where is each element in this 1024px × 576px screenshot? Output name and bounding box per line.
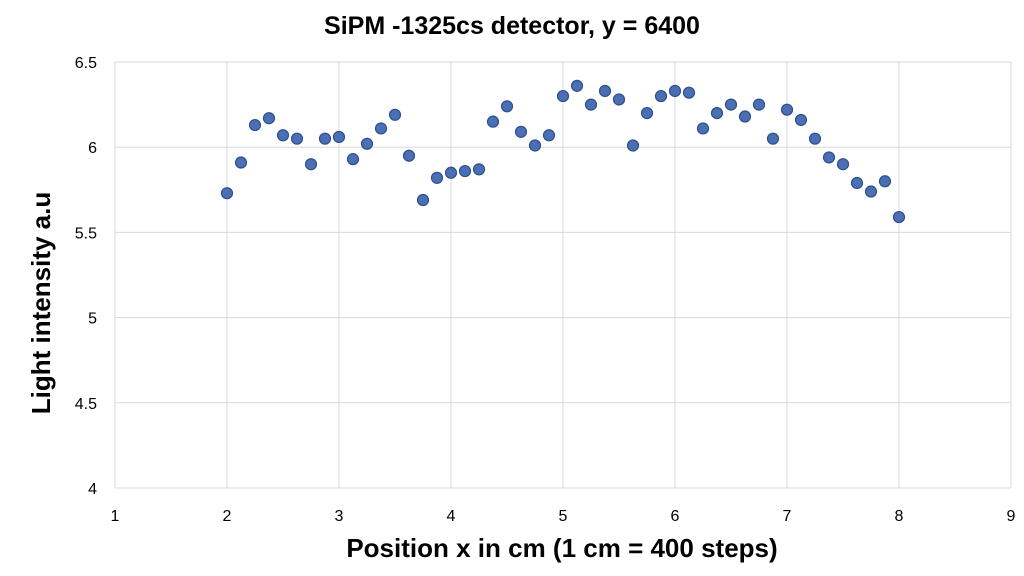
data-point xyxy=(682,86,696,99)
data-point xyxy=(724,98,738,111)
data-point xyxy=(738,110,752,123)
data-point xyxy=(500,100,514,113)
y-axis-ticks: 4 4.5 5 5.5 6 6.5 xyxy=(75,55,97,498)
x-tick-label: 5 xyxy=(559,508,568,525)
x-axis-ticks: 1 2 3 4 5 6 7 8 9 xyxy=(111,508,1016,525)
data-point xyxy=(570,79,584,92)
data-point xyxy=(878,175,892,188)
data-point xyxy=(612,93,626,106)
gridlines xyxy=(114,61,1012,489)
y-tick-label: 6 xyxy=(88,140,97,157)
data-point xyxy=(402,149,416,162)
data-point xyxy=(514,125,528,138)
x-tick-label: 1 xyxy=(111,508,120,525)
y-tick-label: 4.5 xyxy=(75,396,97,413)
data-point xyxy=(892,210,906,224)
data-point xyxy=(276,129,290,142)
data-point xyxy=(430,171,444,184)
data-point xyxy=(220,187,234,200)
x-tick-label: 3 xyxy=(335,508,344,525)
data-point xyxy=(584,98,598,111)
x-axis-label: Position x in cm (1 cm = 400 steps) xyxy=(346,533,777,563)
data-point xyxy=(598,84,612,98)
data-point xyxy=(486,115,500,128)
data-point xyxy=(640,107,654,120)
data-point xyxy=(710,107,724,120)
data-point xyxy=(234,156,248,169)
y-tick-label: 5 xyxy=(88,311,97,328)
data-point xyxy=(752,98,766,111)
data-point xyxy=(290,132,304,145)
data-point xyxy=(626,139,640,152)
y-tick-label: 4 xyxy=(88,481,97,498)
data-point xyxy=(864,185,878,198)
data-point xyxy=(458,164,472,178)
data-point xyxy=(346,153,360,166)
data-point xyxy=(388,108,402,121)
data-point xyxy=(696,122,710,135)
data-point xyxy=(668,84,682,98)
data-points xyxy=(220,79,906,224)
data-point xyxy=(374,122,388,135)
data-point xyxy=(556,89,570,103)
data-point xyxy=(444,166,458,179)
y-tick-label: 5.5 xyxy=(75,225,97,242)
x-tick-label: 7 xyxy=(783,508,792,525)
data-point xyxy=(416,193,430,207)
data-point xyxy=(528,139,542,152)
data-point xyxy=(542,129,556,142)
data-point xyxy=(766,132,780,145)
x-tick-label: 6 xyxy=(671,508,680,525)
x-tick-label: 2 xyxy=(223,508,232,525)
y-tick-label: 6.5 xyxy=(75,55,97,72)
data-point xyxy=(318,132,332,145)
data-point xyxy=(654,89,668,103)
x-tick-label: 4 xyxy=(447,508,456,525)
data-point xyxy=(850,176,864,190)
data-point xyxy=(836,158,850,171)
data-point xyxy=(304,158,318,171)
data-point xyxy=(794,113,808,127)
data-point xyxy=(262,112,276,125)
data-point xyxy=(472,163,486,176)
y-axis-label: Light intensity a.u xyxy=(26,192,56,414)
data-point xyxy=(822,151,836,164)
chart-title: SiPM -1325cs detector, y = 6400 xyxy=(324,12,700,40)
data-point xyxy=(332,130,346,144)
x-tick-label: 9 xyxy=(1007,508,1016,525)
data-point xyxy=(780,103,794,116)
data-point xyxy=(360,137,374,150)
data-point xyxy=(808,132,822,145)
x-tick-label: 8 xyxy=(895,508,904,525)
data-point xyxy=(248,118,262,132)
